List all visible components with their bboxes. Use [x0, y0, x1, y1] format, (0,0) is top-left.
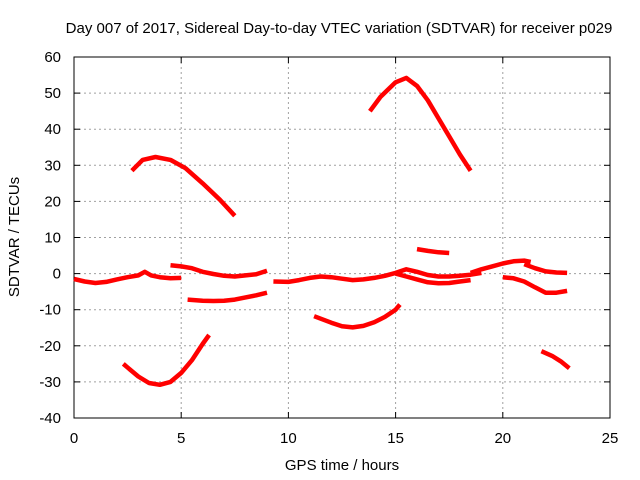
x-tick-labels: 0 5 10 15 20 25 [70, 430, 619, 447]
y-tick-label: 10 [44, 230, 61, 247]
x-tick-label: 5 [177, 430, 185, 447]
y-tick-label: 30 [44, 157, 61, 174]
plot-frame [73, 56, 611, 419]
x-axis-label: GPS time / hours [285, 457, 399, 474]
series-arc-e [187, 290, 268, 304]
y-tick-label: 60 [44, 49, 61, 66]
series-arc-f [273, 267, 482, 285]
series-arc-i [368, 75, 473, 172]
series-arc-a [130, 154, 237, 218]
series-arc-d [121, 333, 211, 388]
x-tick-label: 10 [280, 430, 297, 447]
grid-layer [74, 57, 610, 418]
x-tick-label: 15 [387, 430, 404, 447]
series-arc-j [416, 246, 450, 256]
series-arc-h [313, 303, 402, 330]
series-arc-b [73, 269, 182, 286]
y-axis-label: SDTVAR / TECUs [6, 177, 23, 297]
y-tick-label: -40 [39, 410, 61, 427]
series-arc-n [540, 349, 571, 370]
series-arc-m [502, 274, 568, 295]
series-arc-k [469, 258, 532, 276]
series-arc-l [523, 262, 568, 276]
y-tick-label: -20 [39, 338, 61, 355]
y-tick-labels: -40 -30 -20 -10 0 10 20 30 40 50 60 [39, 49, 61, 427]
series-layer [73, 75, 571, 388]
y-tick-label: 50 [44, 85, 61, 102]
x-tick-label: 25 [602, 430, 619, 447]
y-tick-label: -10 [39, 302, 61, 319]
y-tick-label: 20 [44, 193, 61, 210]
series-arc-c [170, 263, 268, 279]
y-tick-label: 40 [44, 121, 61, 138]
chart-title: Day 007 of 2017, Sidereal Day-to-day VTE… [66, 20, 613, 37]
series-arc-g [395, 271, 471, 286]
x-tick-label: 20 [494, 430, 511, 447]
x-tick-label: 0 [70, 430, 78, 447]
y-tick-label: 0 [53, 266, 61, 283]
y-tick-label: -30 [39, 374, 61, 391]
